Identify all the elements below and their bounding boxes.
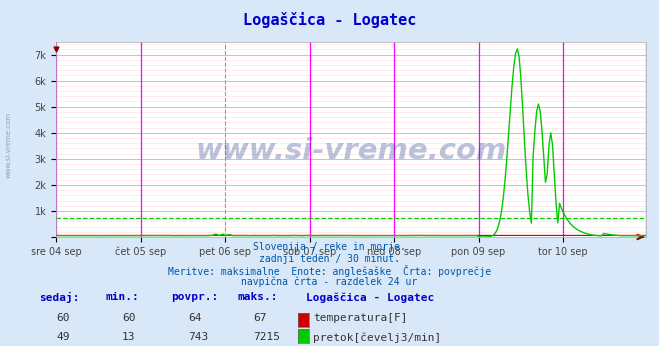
Text: navpična črta - razdelek 24 ur: navpična črta - razdelek 24 ur [241, 276, 418, 287]
Text: Meritve: maksimalne  Enote: anglešaške  Črta: povprečje: Meritve: maksimalne Enote: anglešaške Čr… [168, 265, 491, 277]
Text: 60: 60 [122, 313, 135, 323]
Text: maks.:: maks.: [237, 292, 277, 302]
Text: pretok[čevelj3/min]: pretok[čevelj3/min] [313, 332, 442, 343]
Text: Slovenija / reke in morje.: Slovenija / reke in morje. [253, 242, 406, 252]
Text: www.si-vreme.com: www.si-vreme.com [5, 112, 11, 179]
Text: 60: 60 [56, 313, 69, 323]
Text: Logaščica - Logatec: Logaščica - Logatec [306, 292, 435, 303]
Text: 49: 49 [56, 332, 69, 342]
Text: 67: 67 [254, 313, 267, 323]
Text: www.si-vreme.com: www.si-vreme.com [195, 137, 507, 165]
Text: sedaj:: sedaj: [40, 292, 80, 303]
Text: 13: 13 [122, 332, 135, 342]
Text: min.:: min.: [105, 292, 139, 302]
Text: povpr.:: povpr.: [171, 292, 219, 302]
Text: temperatura[F]: temperatura[F] [313, 313, 407, 323]
Text: Logaščica - Logatec: Logaščica - Logatec [243, 12, 416, 28]
Text: zadnji teden / 30 minut.: zadnji teden / 30 minut. [259, 254, 400, 264]
Text: 64: 64 [188, 313, 201, 323]
Text: 7215: 7215 [254, 332, 281, 342]
Text: 743: 743 [188, 332, 208, 342]
